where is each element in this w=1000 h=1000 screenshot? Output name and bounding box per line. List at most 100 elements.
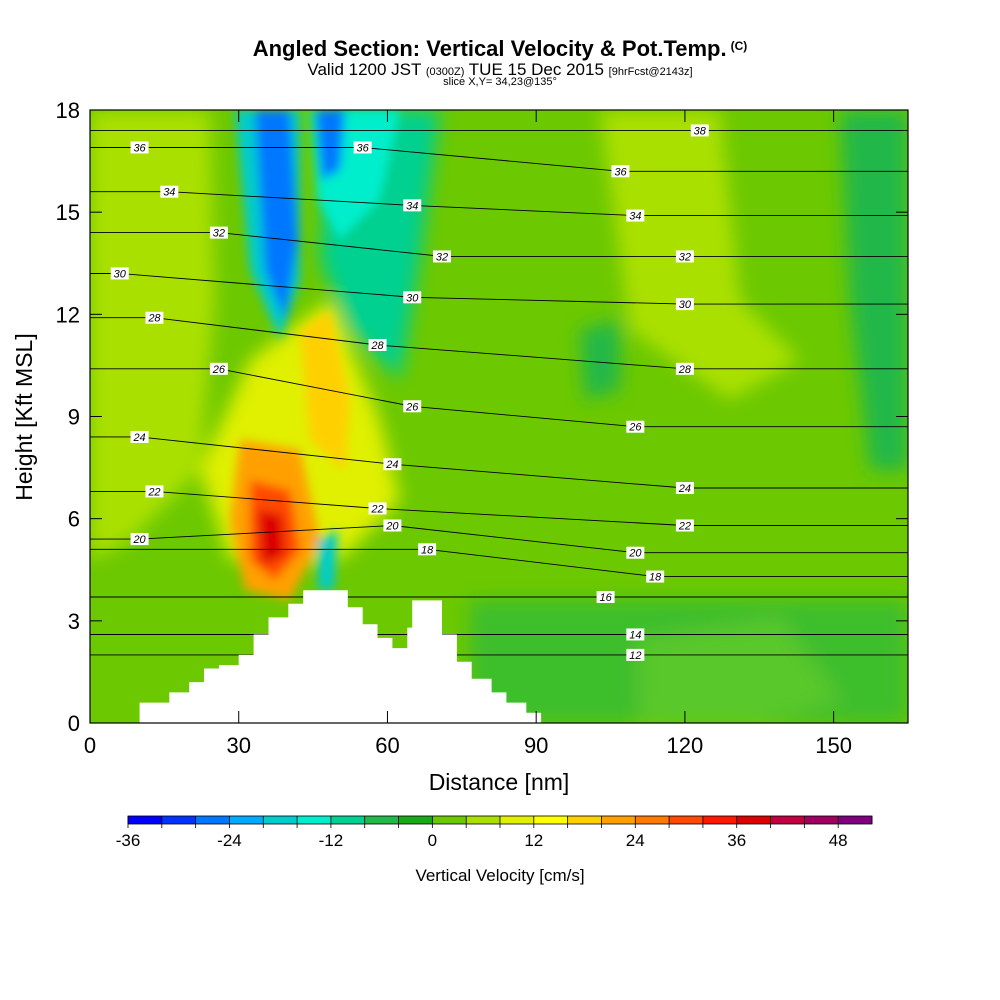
slice-label: slice X,Y= 34,23@135° <box>443 76 557 88</box>
contour-label-text: 20 <box>132 534 146 546</box>
colorbar-swatch <box>770 816 805 824</box>
lee-downdraft <box>318 530 338 590</box>
contour-label-box <box>626 209 645 222</box>
colorbar-tick-label: -24 <box>217 831 242 850</box>
contour-label-text: 28 <box>678 364 692 376</box>
contour-label-text: 32 <box>436 251 448 263</box>
subtitle-date: TUE 15 Dec 2015 <box>468 60 604 79</box>
contour-label-box <box>145 311 164 324</box>
colorbar-tick-label: -36 <box>116 831 141 850</box>
colorbar-swatch <box>533 816 569 824</box>
contour-label-text: 32 <box>679 251 691 263</box>
colorbar-tick-label: 24 <box>626 831 645 850</box>
contour-label: 32 <box>675 250 694 263</box>
contour-label-text: 22 <box>370 503 383 515</box>
contour-label: 20 <box>626 546 645 560</box>
contour-label-box <box>160 185 179 198</box>
contour-label: 26 <box>626 420 645 434</box>
contour-label: 20 <box>130 533 149 546</box>
x-tick-label: 150 <box>815 733 852 758</box>
contour-label: 30 <box>403 291 422 304</box>
contour-label-box <box>418 543 437 556</box>
contour-label: 28 <box>675 362 694 376</box>
colorbar-swatch <box>263 816 298 824</box>
colorbar-swatch <box>804 816 839 824</box>
colorbar-swatch <box>161 816 197 824</box>
colorbar-swatch <box>364 816 400 824</box>
chart-title-mark: (C) <box>730 39 748 53</box>
contour-label-text: 36 <box>133 142 146 154</box>
colorbar-swatch <box>669 816 704 824</box>
contour-label: 24 <box>383 458 402 471</box>
contour-label-text: 28 <box>370 340 384 352</box>
contour-label-box <box>626 420 645 433</box>
contour-label-text: 26 <box>212 364 226 376</box>
contour-label: 32 <box>432 250 451 263</box>
contour-label: 34 <box>160 185 179 199</box>
y-tick-label: 12 <box>56 302 80 327</box>
contour-label-text: 20 <box>385 520 399 532</box>
colorbar-swatch <box>635 816 670 824</box>
updraft-upper-tongue <box>300 310 350 470</box>
contour-label: 22 <box>675 519 694 532</box>
colorbar-swatch <box>466 816 501 824</box>
contour-label-text: 16 <box>599 592 612 604</box>
colorbar-swatch <box>128 816 163 824</box>
contour-label: 20 <box>383 519 402 532</box>
contour-label-box <box>209 226 228 239</box>
contour-label-text: 14 <box>629 629 641 641</box>
weak-downdraft-east <box>580 320 620 400</box>
contour-label-text: 36 <box>357 142 370 154</box>
colorbar-swatch <box>500 816 535 824</box>
updraft-core-max <box>258 510 285 565</box>
contour-label: 32 <box>209 226 228 240</box>
contour-label-text: 18 <box>421 544 434 556</box>
contour-label: 26 <box>209 362 228 376</box>
contour-label-box <box>626 628 645 641</box>
contour-label-box <box>626 546 645 559</box>
contour-label-box <box>130 141 149 154</box>
contour-label: 28 <box>368 338 387 352</box>
contour-label-text: 34 <box>163 187 175 199</box>
contour-label-box <box>209 362 228 375</box>
contour-labels: 38 36 36 36 34 34 34 32 32 32 30 30 30 28 28 28 26 26 26 24… <box>110 124 709 662</box>
contour-label: 12 <box>626 648 645 662</box>
x-axis-label: Distance [nm] <box>429 769 570 795</box>
y-tick-label: 18 <box>56 98 80 123</box>
x-tick-label: 90 <box>524 733 548 758</box>
colorbar-swatch <box>195 816 230 824</box>
chart-title-text: Angled Section: Vertical Velocity & Pot.… <box>252 36 727 61</box>
contour-label: 36 <box>130 141 149 154</box>
subtitle-utc: (0300Z) <box>425 66 465 78</box>
colorbar-swatch <box>432 816 467 824</box>
contour-label: 34 <box>403 199 422 212</box>
colorbar-swatch <box>330 816 366 824</box>
contour-label-box <box>403 400 422 413</box>
contour-label-text: 18 <box>649 572 662 584</box>
y-tick-label: 15 <box>56 200 80 225</box>
contour-label: 22 <box>368 502 387 515</box>
contour-label: 26 <box>403 400 422 413</box>
contour-label: 34 <box>626 209 645 223</box>
contour-label-box <box>432 250 451 263</box>
contour-label-box <box>690 124 709 137</box>
contour-label-box <box>403 291 422 304</box>
contour-label: 18 <box>418 543 437 556</box>
colorbar-swatch <box>736 816 772 824</box>
contour-label: 30 <box>110 267 129 280</box>
contour-label: 14 <box>626 628 645 641</box>
contour-label: 36 <box>353 141 372 154</box>
colorbar-swatch <box>398 816 433 824</box>
contour-label: 18 <box>646 570 665 584</box>
contour-label-text: 32 <box>213 228 225 240</box>
contour-label-text: 28 <box>147 313 161 325</box>
contour-label: 36 <box>611 165 630 178</box>
contour-label-text: 26 <box>405 401 419 413</box>
colorbar: -36 -24 -12 0 12 24 36 48 <box>116 815 873 850</box>
contour-label-text: 22 <box>678 520 691 532</box>
contour-label-text: 22 <box>147 486 160 498</box>
x-tick-label: 60 <box>375 733 399 758</box>
downdraft-east-core-blue <box>315 110 345 180</box>
contour-label-box <box>611 165 630 178</box>
